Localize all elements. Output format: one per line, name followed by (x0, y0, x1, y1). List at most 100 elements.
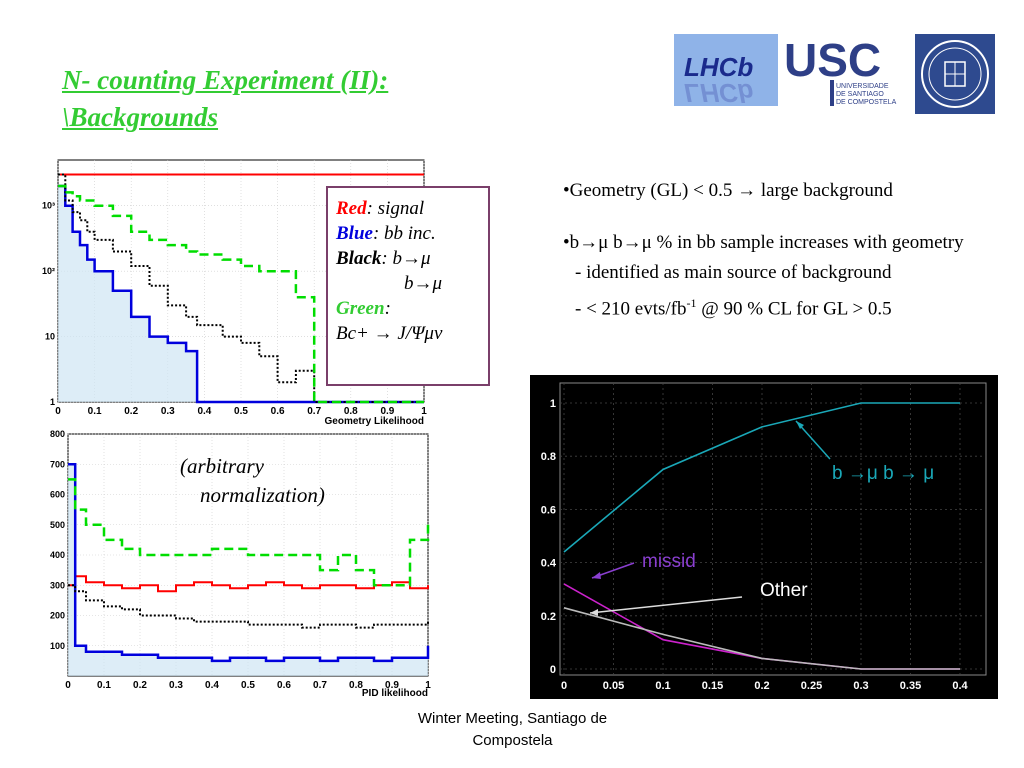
y-tick-label: 10² (42, 266, 55, 276)
series-green-line (68, 478, 430, 587)
x-tick-label: 0 (561, 680, 567, 692)
legend-black-label: Black (336, 248, 382, 269)
bullet-limit-tail: @ 90 % CL for GL > 0.5 (696, 298, 892, 320)
x-tick-label: 0.35 (900, 680, 921, 692)
legend-black-line2: b→μ (404, 273, 443, 294)
x-tick-label: 0.2 (754, 680, 769, 692)
legend-blue: Blue: bb inc. (336, 221, 480, 246)
series-red-line (68, 575, 429, 593)
pid-blue-hatch-fill (68, 464, 428, 676)
geometry-x-tick-labels: 0 0.1 0.2 0.3 0.4 0.5 0.6 0.7 0.8 0.9 1 (55, 406, 427, 417)
usc-sub-line1: UNIVERSIDADE (836, 83, 889, 90)
y-tick-label: 100 (50, 641, 65, 651)
fraction-series-group (563, 402, 960, 670)
x-tick-label: 0.1 (88, 406, 102, 417)
x-tick-label: 0.4 (205, 680, 219, 691)
legend-red-text: : signal (366, 198, 425, 219)
y-tick-label: 200 (50, 611, 65, 621)
y-tick-label: 0.2 (541, 611, 556, 623)
x-tick-label: 0 (65, 680, 71, 691)
arbitrary-note-line1: (arbitrary (180, 454, 264, 478)
usc-logo: USC UNIVERSIDADE DE SANTIAGO DE COMPOSTE… (784, 34, 910, 106)
bullet-main-source: - identified as main source of backgroun… (575, 262, 892, 283)
pid-likelihood-histogram: 0 0.1 0.2 0.3 0.4 0.5 0.6 0.7 0.8 0.9 1 100 200 300 4… (30, 428, 440, 700)
bullet-list: •Geometry (GL) < 0.5 → large background … (563, 176, 1018, 324)
annotation-bmu: b →μ b → μ (832, 463, 934, 484)
y-tick-label: 0.4 (541, 558, 557, 570)
y-tick-label: 800 (50, 429, 65, 439)
usc-sub-line3: DE COMPOSTELA (836, 99, 897, 106)
legend-black-text: : b→μ (381, 248, 431, 269)
fraction-x-tick-labels: 0 0.05 0.1 0.15 0.2 0.25 0.3 0.35 0.4 (561, 680, 969, 692)
usc-sub-line2: DE SANTIAGO (836, 91, 884, 98)
blue-fill-area (58, 186, 424, 402)
y-tick-label: 700 (50, 459, 65, 469)
x-tick-label: 0.3 (169, 680, 183, 691)
y-tick-label: 300 (50, 580, 65, 590)
legend-green: Green: (336, 296, 480, 321)
x-tick-label: 0.8 (349, 680, 363, 691)
series-blue-line (68, 463, 430, 663)
slide-title-line2: \Backgrounds (62, 102, 219, 132)
other-fraction-line (563, 607, 960, 670)
blue-hatch-fill (58, 186, 424, 402)
series-blue-line (58, 184, 424, 404)
series-green-line (58, 184, 424, 404)
lhcb-logo-graphic: LHCb LHCb (684, 52, 753, 108)
legend-green-line2: Bc+ → J/Ψμν (336, 323, 443, 344)
x-tick-label: 0.1 (655, 680, 670, 692)
x-tick-label: 1 (421, 406, 427, 417)
y-tick-label: 1 (50, 397, 55, 407)
fraction-annotations: b →μ b → μ missid Other (589, 420, 934, 616)
x-tick-label: 0.6 (277, 680, 291, 691)
seal-graphic (915, 34, 995, 114)
bullet-limit-exponent: -1 (686, 296, 697, 310)
x-tick-label: 0.5 (241, 680, 255, 691)
fraction-y-tick-labels: 0 0.2 0.4 0.6 0.8 1 (541, 398, 557, 676)
annotation-missid: missid (642, 551, 696, 572)
y-tick-label: 400 (50, 550, 65, 560)
slide-title: N- counting Experiment (II): \Background… (62, 62, 388, 136)
x-tick-label: 0.3 (853, 680, 868, 692)
y-tick-label: 600 (50, 490, 65, 500)
x-tick-label: 0.25 (801, 680, 822, 692)
geometry-x-axis-label: Geometry Likelihood (325, 416, 424, 427)
pid-x-tick-labels: 0 0.1 0.2 0.3 0.4 0.5 0.6 0.7 0.8 0.9 1 (65, 680, 431, 691)
x-tick-label: 0.2 (133, 680, 147, 691)
x-tick-label: 0.4 (952, 680, 968, 692)
x-tick-label: 0.2 (124, 406, 138, 417)
annotation-other: Other (760, 580, 808, 601)
y-tick-label: 0.6 (541, 504, 556, 516)
blue-fill-area (68, 464, 428, 676)
x-tick-label: 0.9 (385, 680, 399, 691)
x-tick-label: 0.7 (313, 680, 327, 691)
arbitrary-note-line2: normalization) (200, 483, 325, 507)
arbitrary-normalization-note: (arbitrary normalization) (180, 452, 325, 510)
bullet-bmu-fraction: •b→μ b→μ % in bb sample increases with g… (563, 232, 964, 253)
slide-title-line1: N- counting Experiment (II): (62, 65, 389, 95)
x-tick-label: 0.9 (380, 406, 394, 417)
university-seal-logo (915, 34, 995, 114)
slide-footer: Winter Meeting, Santiago de Compostela (417, 710, 608, 749)
legend-blue-text: : bb inc. (372, 223, 436, 244)
y-tick-label: 500 (50, 520, 65, 530)
x-tick-label: 0.05 (603, 680, 624, 692)
lhcb-logo: LHCb LHCb (674, 34, 778, 108)
y-tick-label: 0 (550, 664, 556, 676)
legend-red-label: Red (336, 198, 367, 219)
x-tick-label: 0.4 (197, 406, 211, 417)
y-tick-label: 0.8 (541, 451, 556, 463)
legend-red: Red: signal (336, 196, 480, 221)
x-tick-label: 0.7 (307, 406, 321, 417)
x-tick-label: 0.15 (702, 680, 723, 692)
usc-logo-text: USC (784, 34, 881, 86)
legend-green-label: Green (336, 298, 385, 319)
bullet-limit-text: - < 210 evts/fb (575, 298, 687, 320)
series-black-line (58, 173, 424, 403)
legend-blue-label: Blue (336, 223, 373, 244)
legend-green-text: : (384, 298, 391, 319)
x-tick-label: 1 (425, 680, 431, 691)
x-tick-label: 0.8 (344, 406, 358, 417)
x-tick-label: 0.1 (97, 680, 111, 691)
pid-x-axis-label: PID likelihood (362, 688, 428, 699)
